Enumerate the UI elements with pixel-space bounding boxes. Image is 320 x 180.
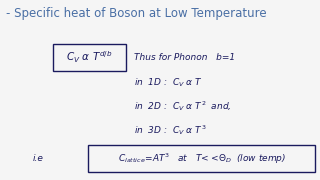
Text: in  3D :  $C_V\ \alpha\ T^3$: in 3D : $C_V\ \alpha\ T^3$ [134,123,207,137]
Text: Thus for Phonon   b=1: Thus for Phonon b=1 [134,53,236,62]
Text: - Specific heat of Boson at Low Temperature: - Specific heat of Boson at Low Temperat… [6,7,267,20]
Text: in  1D :  $C_V\ \alpha\ T$: in 1D : $C_V\ \alpha\ T$ [134,76,203,89]
Text: i.e: i.e [33,154,44,163]
Text: $C_{lattice}\!=\!AT^3$   at   $T\!<\!<\!\Theta_D$  (low temp): $C_{lattice}\!=\!AT^3$ at $T\!<\!<\!\The… [117,151,286,166]
Text: in  2D :  $C_V\ \alpha\ T^2$  and,: in 2D : $C_V\ \alpha\ T^2$ and, [134,99,232,113]
Text: $C_V\ \alpha\ T^{d/b}$: $C_V\ \alpha\ T^{d/b}$ [66,50,113,65]
